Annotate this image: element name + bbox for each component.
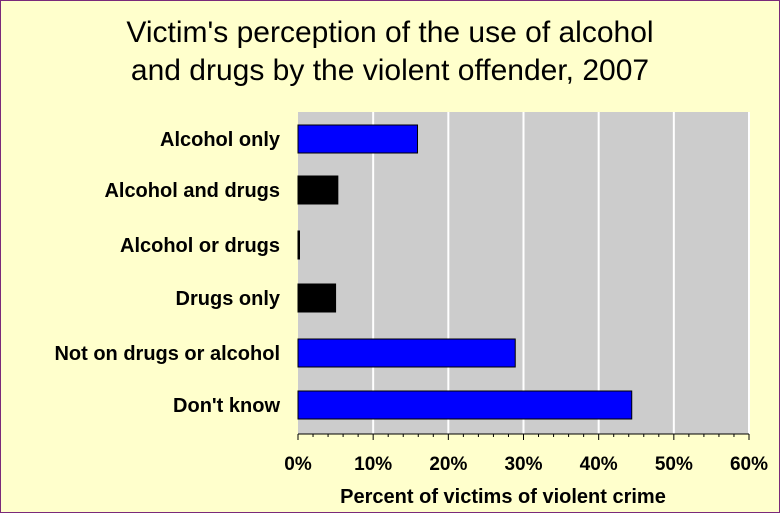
category-label: Alcohol only (160, 129, 281, 151)
bar (297, 124, 419, 154)
bar (297, 338, 516, 368)
x-axis-label: Percent of victims of violent crime (340, 486, 666, 508)
x-tick-label: 50% (655, 454, 693, 475)
x-tick-label: 40% (580, 454, 618, 475)
bar (297, 175, 339, 205)
x-tick-label: 20% (429, 454, 467, 475)
bar (297, 283, 337, 313)
bar (297, 230, 301, 260)
category-label: Alcohol or drugs (120, 235, 280, 257)
chart-title-line-1: Victim's perception of the use of alcoho… (126, 16, 654, 49)
bar (297, 390, 633, 420)
category-label: Not on drugs or alcohol (54, 343, 280, 365)
category-labels: Alcohol only Alcohol and drugs Alcohol or … (54, 129, 280, 417)
x-axis: 0% 10% 20% 30% 40% 50% 60% (284, 433, 768, 475)
x-tick-label: 10% (354, 454, 392, 475)
category-label: Drugs only (176, 288, 281, 310)
category-label: Don't know (173, 395, 280, 417)
x-tick-label: 0% (284, 454, 312, 475)
x-tick-label: 60% (730, 454, 768, 475)
gridlines (372, 112, 750, 434)
chart-title: Victim's perception of the use of alcoho… (0, 14, 780, 90)
category-label: Alcohol and drugs (104, 180, 280, 202)
x-tick-label: 30% (504, 454, 542, 475)
chart-title-line-2: and drugs by the violent offender, 2007 (130, 54, 650, 87)
bars (297, 124, 633, 420)
